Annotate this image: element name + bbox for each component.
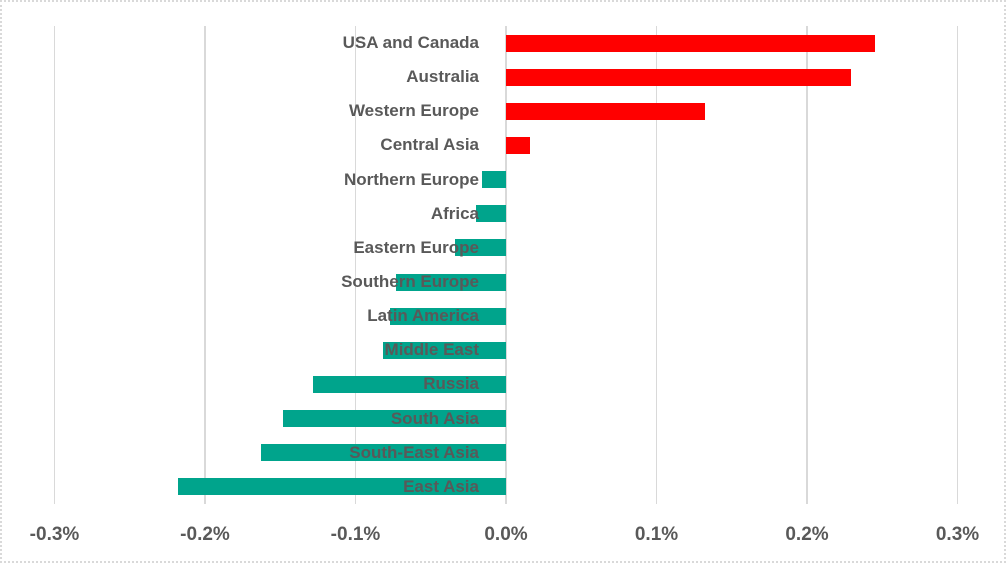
bar-south-east-asia xyxy=(260,444,506,462)
bar-northern-europe xyxy=(481,171,506,189)
x-axis-tick-label: -0.2% xyxy=(180,524,230,545)
bar-africa xyxy=(475,205,506,223)
category-label: Africa xyxy=(430,203,479,223)
bar-western-europe xyxy=(506,102,705,120)
category-label: Southern Europe xyxy=(341,272,479,292)
bar-usa-and-canada xyxy=(506,34,875,52)
x-axis-tick-label: 0.1% xyxy=(634,524,679,545)
category-label: East Asia xyxy=(403,476,479,496)
category-label: Central Asia xyxy=(380,135,479,155)
bar-south-asia xyxy=(283,410,506,428)
x-axis-tick-label: 0.2% xyxy=(785,524,829,545)
category-label: Middle East xyxy=(384,340,479,360)
gridline xyxy=(806,26,808,504)
bar-middle-east xyxy=(382,341,506,359)
category-label: Western Europe xyxy=(348,101,479,121)
category-label: South Asia xyxy=(390,408,479,428)
x-axis-tick-label: 0.3% xyxy=(935,524,980,545)
bar-eastern-europe xyxy=(454,239,506,257)
bar-australia xyxy=(506,68,851,86)
x-axis-tick-label: -0.1% xyxy=(330,524,381,545)
category-label: Russia xyxy=(423,374,479,394)
category-label: Australia xyxy=(406,67,479,87)
bar-east-asia xyxy=(177,478,506,496)
bar-central-asia xyxy=(506,137,531,154)
zero-axis-line xyxy=(505,26,507,504)
category-label: USA and Canada xyxy=(342,33,479,53)
gridline xyxy=(655,26,658,504)
category-label: Eastern Europe xyxy=(353,237,479,257)
gridline xyxy=(354,26,357,504)
category-label: South-East Asia xyxy=(349,442,479,462)
x-axis-tick-label: -0.3% xyxy=(29,524,80,545)
category-label: Latin America xyxy=(367,306,479,326)
bar-southern-europe xyxy=(396,273,506,291)
category-label: Northern Europe xyxy=(343,169,479,189)
bar-latin-america xyxy=(390,307,506,325)
bar-russia xyxy=(313,376,506,393)
gridline xyxy=(956,26,959,504)
x-axis-tick-label: 0.0% xyxy=(484,524,528,545)
gridline xyxy=(53,26,56,504)
gridline xyxy=(204,26,206,504)
